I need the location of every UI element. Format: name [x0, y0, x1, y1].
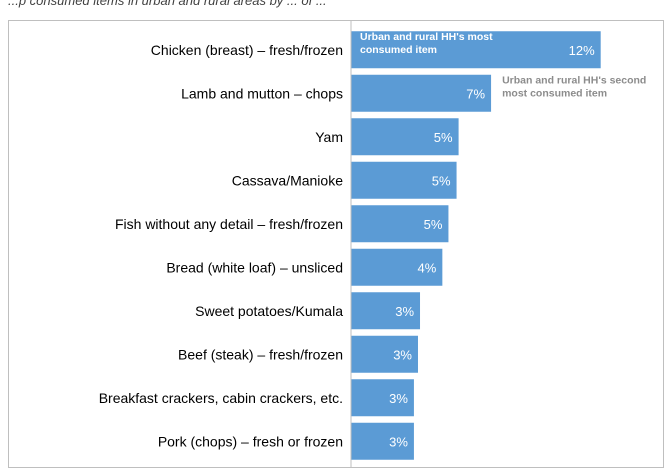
chart-frame: Chicken (breast) – fresh/frozen 12% Lamb a… — [8, 20, 664, 468]
bar — [351, 248, 443, 286]
bar — [351, 335, 418, 373]
annotation: Urban and rural HH's most consumed item — [360, 31, 493, 56]
value-label: 3% — [389, 434, 408, 449]
value-label: 5% — [432, 173, 451, 188]
category-label: Beef (steak) – fresh/frozen — [178, 346, 343, 362]
category-label: Fish without any detail – fresh/frozen — [115, 216, 343, 232]
annotation: Urban and rural HH's second most consumed… — [502, 75, 646, 100]
category-label: Lamb and mutton – chops — [181, 85, 343, 101]
value-label: 5% — [434, 130, 453, 145]
bar — [351, 31, 601, 69]
value-label: 7% — [466, 86, 485, 101]
bar-chart: Chicken (breast) – fresh/frozen 12% Lamb a… — [99, 21, 646, 467]
chart-caption: ...p consumed items in urban and rural a… — [8, 0, 327, 8]
value-label: 3% — [389, 391, 408, 406]
value-label: 5% — [424, 217, 443, 232]
value-label: 4% — [418, 260, 437, 275]
value-label: 3% — [395, 304, 414, 319]
bar — [351, 205, 449, 243]
bar — [351, 161, 457, 199]
value-label: 12% — [569, 43, 595, 58]
category-label: Cassava/Manioke — [232, 172, 343, 188]
category-label: Sweet potatoes/Kumala — [195, 303, 343, 319]
bar — [351, 292, 421, 330]
category-label: Breakfast crackers, cabin crackers, etc. — [99, 390, 343, 406]
bar — [351, 422, 414, 460]
category-label: Chicken (breast) – fresh/frozen — [151, 42, 343, 58]
category-label: Bread (white loaf) – unsliced — [166, 259, 343, 275]
bar — [351, 379, 414, 417]
bar — [351, 74, 492, 112]
category-label: Pork (chops) – fresh or frozen — [158, 433, 343, 449]
bar — [351, 118, 459, 156]
value-label: 3% — [393, 347, 412, 362]
category-label: Yam — [315, 129, 343, 145]
